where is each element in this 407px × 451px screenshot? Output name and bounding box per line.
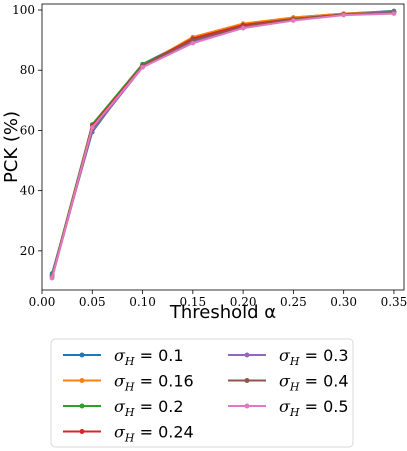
x-axis: 0.00 0.05 0.10 0.15 0.20 0.25 0.30 0.35	[29, 290, 407, 309]
legend-swatch-marker	[244, 352, 250, 358]
y-tick-label: 100	[12, 3, 35, 17]
plot-frame	[41, 3, 405, 291]
y-axis: 20 40 60 80 100	[12, 3, 42, 258]
x-tick-label: 0.05	[79, 295, 106, 309]
x-tick-label: 0.10	[129, 295, 156, 309]
legend-label: σH = 0.24	[114, 423, 194, 445]
series-0	[49, 8, 397, 276]
series-line	[51, 10, 395, 276]
legend-swatch-marker	[244, 378, 250, 383]
data-point	[291, 18, 296, 23]
y-axis-label: PCK (%)	[1, 111, 22, 183]
legend-item: σH = 0.1	[63, 346, 184, 368]
x-axis-label: Threshold α	[169, 302, 276, 323]
data-point	[49, 275, 55, 281]
series-line	[51, 11, 394, 277]
legend-label: σH = 0.16	[114, 372, 194, 394]
legend-label: σH = 0.1	[114, 346, 184, 368]
series-line	[51, 10, 394, 276]
plot-area	[41, 3, 405, 291]
y-tick-label: 80	[20, 63, 35, 77]
legend-item: σH = 0.3	[228, 346, 349, 368]
legend-frame	[50, 338, 354, 448]
legend-label: σH = 0.3	[279, 346, 349, 368]
series-6	[49, 11, 397, 281]
data-point	[140, 64, 145, 70]
legend-label: σH = 0.5	[279, 397, 349, 419]
legend-swatch-marker	[79, 429, 85, 434]
x-tick-label: 0.35	[381, 295, 407, 309]
legend-swatch-marker	[79, 378, 85, 383]
series-line	[51, 9, 394, 274]
y-tick-label: 20	[20, 244, 35, 258]
legend-label: σH = 0.2	[114, 397, 184, 419]
legend: σH = 0.1 σH = 0.16 σH = 0.2 σH = 0.24 σH = 0…	[50, 338, 354, 448]
series-line	[51, 12, 394, 279]
x-tick-label: 0.20	[230, 295, 257, 309]
legend-item: σH = 0.4	[228, 372, 349, 394]
series-4	[49, 10, 397, 279]
legend-swatch-marker	[79, 352, 85, 358]
series-2	[49, 9, 397, 278]
legend-item: σH = 0.16	[63, 372, 194, 394]
x-tick-label: 0.00	[29, 295, 56, 309]
legend-swatch-marker	[79, 403, 85, 409]
x-tick-label: 0.25	[280, 295, 307, 309]
data-point	[190, 40, 196, 46]
x-tick-label: 0.30	[330, 295, 357, 309]
legend-label: σH = 0.4	[279, 372, 349, 394]
series-5	[49, 10, 397, 281]
x-tick-label: 0.15	[179, 295, 206, 309]
legend-item: σH = 0.24	[63, 423, 194, 445]
data-point	[391, 11, 397, 16]
legend-swatch-marker	[244, 403, 250, 409]
legend-item: σH = 0.2	[63, 397, 184, 419]
series-line	[51, 11, 394, 277]
series-1	[49, 9, 397, 278]
series-3	[49, 9, 397, 279]
data-point	[341, 12, 346, 18]
y-tick-label: 60	[20, 123, 35, 137]
series-line	[51, 12, 394, 279]
legend-item: σH = 0.5	[228, 397, 349, 419]
data-point	[240, 25, 246, 31]
data-point	[89, 125, 95, 130]
y-tick-label: 40	[20, 184, 35, 198]
